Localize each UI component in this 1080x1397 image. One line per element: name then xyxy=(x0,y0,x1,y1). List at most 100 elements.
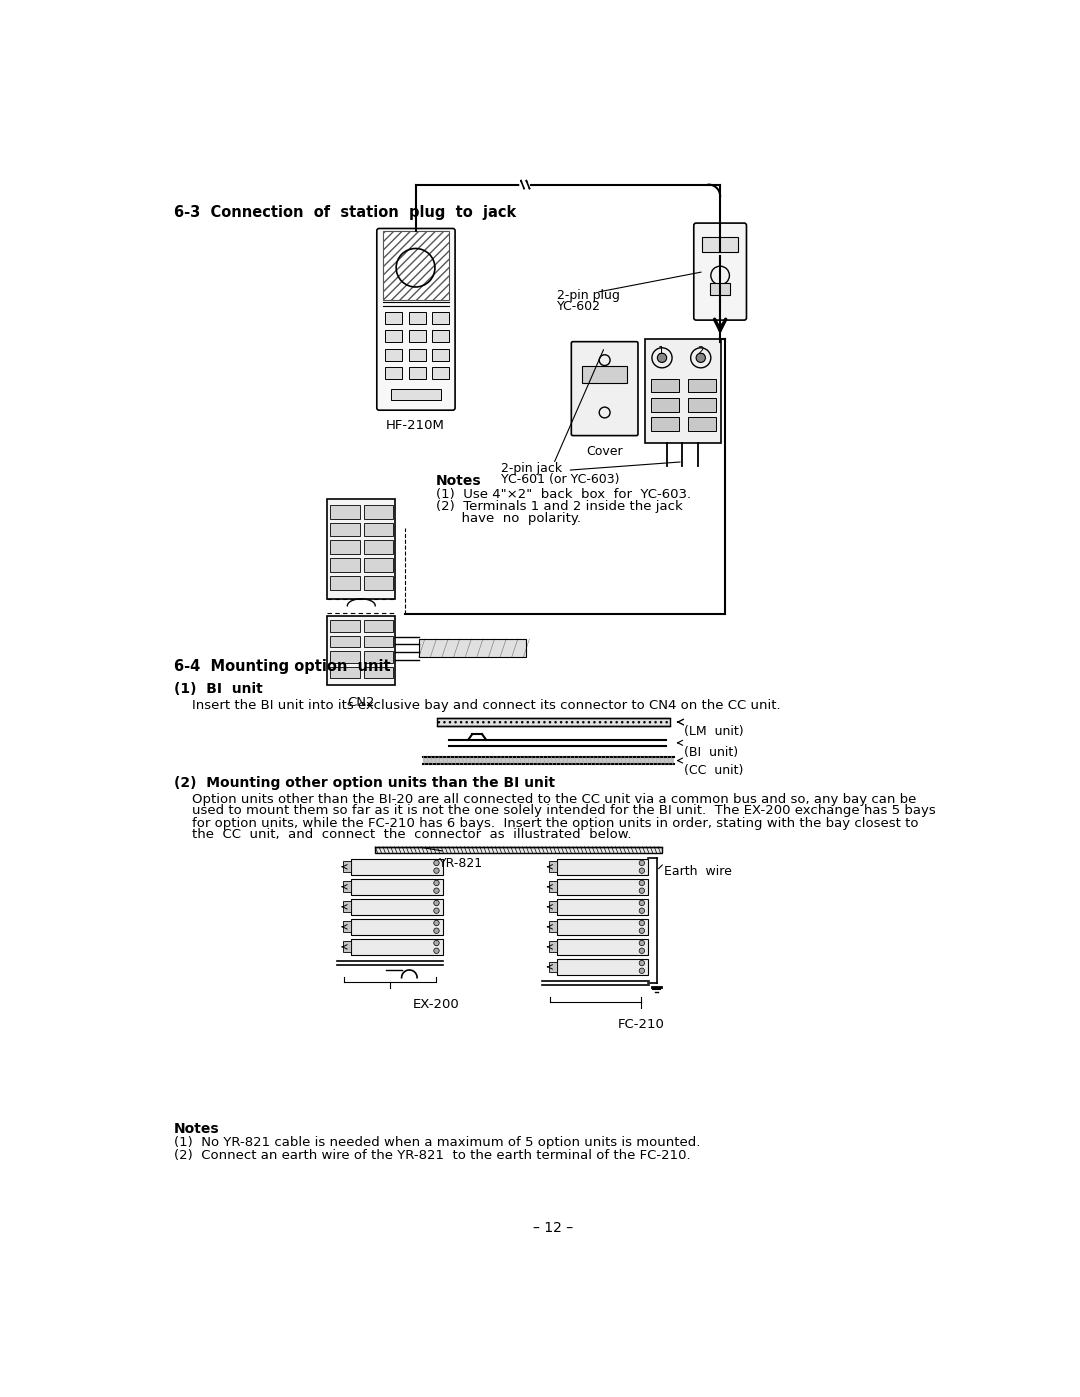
Bar xyxy=(343,942,351,953)
Circle shape xyxy=(434,928,440,933)
Circle shape xyxy=(639,928,645,933)
Bar xyxy=(375,847,662,854)
Bar xyxy=(556,939,648,954)
FancyBboxPatch shape xyxy=(693,224,746,320)
Text: Notes: Notes xyxy=(174,1122,219,1136)
Bar xyxy=(364,541,393,555)
FancyBboxPatch shape xyxy=(377,229,455,411)
Bar xyxy=(408,349,426,360)
Text: the  CC  unit,  and  connect  the  connector  as  illustrated  below.: the CC unit, and connect the connector a… xyxy=(191,828,631,841)
Bar xyxy=(343,901,351,912)
Text: (1)  Use 4"×2"  back  box  for  YC-603.: (1) Use 4"×2" back box for YC-603. xyxy=(435,488,691,502)
Circle shape xyxy=(434,900,440,905)
Bar xyxy=(645,338,721,443)
Bar xyxy=(364,522,393,536)
Bar xyxy=(330,522,360,536)
Text: Cover: Cover xyxy=(586,444,623,458)
Text: (CC  unit): (CC unit) xyxy=(684,764,743,777)
Circle shape xyxy=(658,353,666,362)
Circle shape xyxy=(697,353,705,362)
Circle shape xyxy=(639,900,645,905)
Bar xyxy=(432,367,449,380)
Bar xyxy=(432,330,449,342)
Text: YR-821: YR-821 xyxy=(438,856,483,870)
Circle shape xyxy=(639,880,645,886)
Text: (BI  unit): (BI unit) xyxy=(684,746,738,759)
Bar xyxy=(688,379,716,393)
Bar xyxy=(330,651,360,662)
Bar xyxy=(556,960,648,975)
Circle shape xyxy=(639,908,645,914)
Bar xyxy=(437,718,670,726)
Circle shape xyxy=(639,968,645,974)
Bar xyxy=(556,879,648,894)
Text: for option units, while the FC-210 has 6 bays.  Insert the option units in order: for option units, while the FC-210 has 6… xyxy=(191,817,918,830)
Bar xyxy=(383,231,449,300)
Text: FC-210: FC-210 xyxy=(618,1018,664,1031)
Bar xyxy=(419,638,526,658)
Bar xyxy=(702,237,738,253)
Circle shape xyxy=(434,908,440,914)
Bar xyxy=(651,418,679,432)
Bar xyxy=(330,504,360,518)
Bar xyxy=(549,922,556,932)
Text: – 12 –: – 12 – xyxy=(534,1221,573,1235)
Bar xyxy=(549,862,556,872)
Bar xyxy=(364,620,393,631)
Circle shape xyxy=(434,868,440,873)
Text: YC-601 (or YC-603): YC-601 (or YC-603) xyxy=(501,472,619,486)
Circle shape xyxy=(639,940,645,946)
Bar xyxy=(351,919,443,935)
Bar xyxy=(688,418,716,432)
Bar xyxy=(330,666,360,678)
Bar xyxy=(556,900,648,915)
Text: Insert the BI unit into its exclusive bay and connect its connector to CN4 on th: Insert the BI unit into its exclusive ba… xyxy=(191,698,780,712)
Bar xyxy=(327,616,395,685)
Bar xyxy=(549,901,556,912)
Bar xyxy=(351,939,443,954)
Text: (LM  unit): (LM unit) xyxy=(684,725,743,738)
Circle shape xyxy=(434,861,440,866)
Circle shape xyxy=(639,888,645,893)
Bar xyxy=(386,312,403,324)
Bar xyxy=(391,390,441,400)
Text: CN2: CN2 xyxy=(348,696,375,708)
Bar xyxy=(386,330,403,342)
Bar xyxy=(432,349,449,360)
Text: (2)  Connect an earth wire of the YR-821  to the earth terminal of the FC-210.: (2) Connect an earth wire of the YR-821 … xyxy=(174,1148,690,1162)
Bar xyxy=(343,922,351,932)
Text: Earth  wire: Earth wire xyxy=(664,865,732,879)
Bar xyxy=(330,620,360,631)
Text: Option units other than the BI-20 are all connected to the CC unit via a common : Option units other than the BI-20 are al… xyxy=(191,793,916,806)
Text: (2)  Terminals 1 and 2 inside the jack: (2) Terminals 1 and 2 inside the jack xyxy=(435,500,683,513)
Bar xyxy=(432,312,449,324)
Bar xyxy=(330,557,360,571)
Text: 2-pin plug: 2-pin plug xyxy=(557,289,620,302)
Text: (2)  Mounting other option units than the BI unit: (2) Mounting other option units than the… xyxy=(174,775,555,789)
Bar xyxy=(386,367,403,380)
Text: EX-200: EX-200 xyxy=(413,997,459,1010)
Bar xyxy=(549,882,556,893)
Bar xyxy=(364,651,393,662)
Bar xyxy=(651,398,679,412)
Bar xyxy=(330,541,360,555)
Text: (1)  BI  unit: (1) BI unit xyxy=(174,682,262,696)
Text: 1: 1 xyxy=(658,346,664,356)
Bar xyxy=(364,636,393,647)
Circle shape xyxy=(639,949,645,953)
Text: 6-4  Mounting option  unit: 6-4 Mounting option unit xyxy=(174,659,390,673)
Bar xyxy=(651,379,679,393)
Bar xyxy=(423,757,674,764)
Bar xyxy=(330,636,360,647)
Text: have  no  polarity.: have no polarity. xyxy=(435,511,581,525)
Bar xyxy=(408,367,426,380)
Bar xyxy=(556,919,648,935)
Circle shape xyxy=(434,949,440,953)
Bar xyxy=(351,900,443,915)
Bar xyxy=(364,576,393,590)
Bar xyxy=(710,284,730,295)
Bar xyxy=(556,859,648,875)
Bar xyxy=(364,666,393,678)
Bar xyxy=(549,961,556,972)
Bar xyxy=(582,366,627,383)
